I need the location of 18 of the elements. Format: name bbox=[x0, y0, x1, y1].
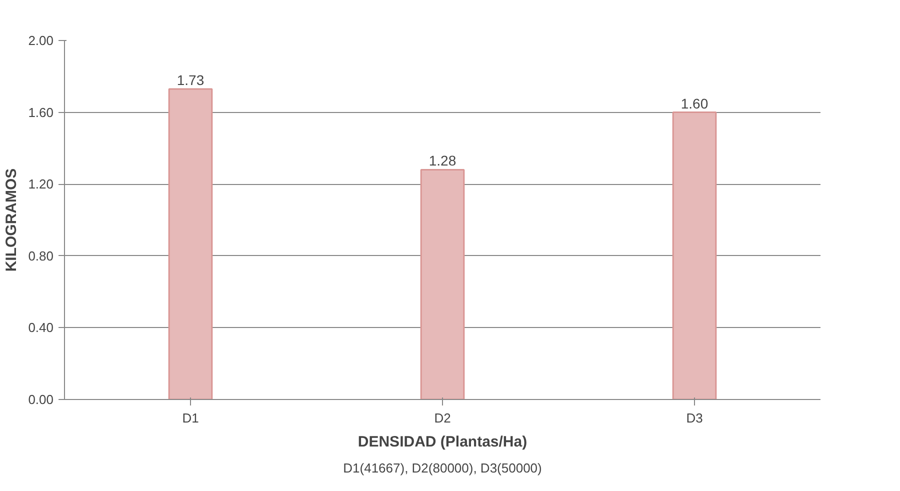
y-tick-label: 0.80 bbox=[28, 248, 54, 264]
x-tick-label: D2 bbox=[434, 410, 451, 426]
y-tick-label: 1.20 bbox=[28, 176, 54, 192]
x-tick-label: D1 bbox=[182, 410, 199, 426]
y-tick-label: 1.60 bbox=[28, 104, 54, 120]
data-label: 1.28 bbox=[428, 152, 456, 169]
y-tick-label: 0.40 bbox=[28, 320, 54, 336]
data-label: 1.73 bbox=[176, 72, 204, 88]
x-axis-title: DENSIDAD (Plantas/Ha) bbox=[358, 434, 528, 450]
bar bbox=[168, 88, 213, 400]
data-label: 1.60 bbox=[680, 95, 708, 112]
text: D1(41667), D2(80000), D3(50000) bbox=[343, 460, 542, 476]
y-axis-title: KILOGRAMOS bbox=[3, 168, 20, 272]
y-tick-label: 0.00 bbox=[28, 392, 54, 407]
x-tick-label: D3 bbox=[686, 410, 703, 426]
bar bbox=[420, 168, 465, 400]
bar bbox=[672, 112, 717, 400]
y-tick-label: 2.00 bbox=[28, 33, 54, 48]
